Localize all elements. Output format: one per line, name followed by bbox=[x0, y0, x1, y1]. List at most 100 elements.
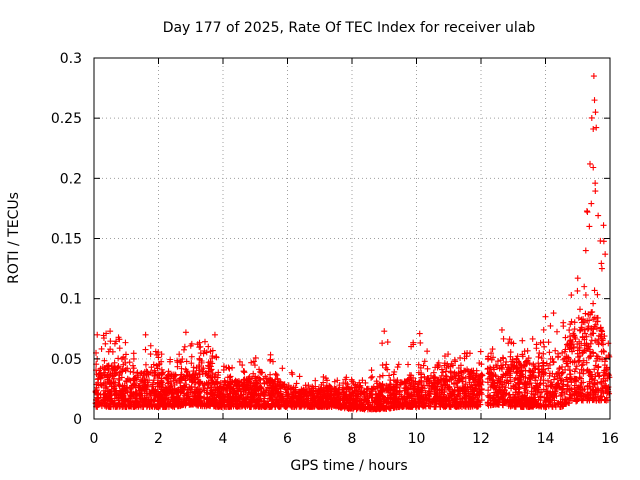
data-point bbox=[470, 367, 477, 374]
data-point bbox=[542, 313, 549, 320]
data-point bbox=[598, 265, 605, 272]
data-point bbox=[432, 374, 439, 381]
data-point bbox=[127, 377, 134, 384]
data-point bbox=[550, 376, 557, 383]
data-point bbox=[564, 341, 571, 348]
data-point bbox=[499, 361, 506, 368]
data-point bbox=[127, 386, 134, 393]
data-point bbox=[573, 376, 580, 383]
data-point bbox=[534, 384, 541, 391]
data-point bbox=[578, 362, 585, 369]
data-point bbox=[586, 223, 593, 230]
data-point bbox=[524, 398, 531, 405]
data-point bbox=[116, 345, 123, 352]
y-tick-label: 0.3 bbox=[60, 51, 82, 67]
data-point bbox=[420, 402, 427, 409]
data-point bbox=[340, 380, 347, 387]
data-point bbox=[597, 393, 604, 400]
data-point bbox=[588, 114, 595, 121]
data-point bbox=[158, 351, 165, 358]
data-point bbox=[531, 385, 538, 392]
data-point bbox=[529, 335, 536, 342]
data-point bbox=[446, 403, 453, 410]
data-point bbox=[456, 392, 463, 399]
data-point bbox=[265, 401, 272, 408]
data-point bbox=[101, 357, 108, 364]
data-point bbox=[573, 384, 580, 391]
data-point bbox=[390, 371, 397, 378]
data-point bbox=[226, 403, 233, 410]
data-point bbox=[227, 373, 234, 380]
data-point bbox=[576, 306, 583, 313]
data-point bbox=[545, 377, 552, 384]
data-point bbox=[465, 394, 472, 401]
data-point bbox=[274, 399, 281, 406]
data-point bbox=[511, 393, 518, 400]
data-point bbox=[306, 388, 313, 395]
data-point bbox=[221, 378, 228, 385]
data-point bbox=[296, 396, 303, 403]
data-point bbox=[476, 376, 483, 383]
data-point bbox=[251, 362, 258, 369]
data-point bbox=[311, 393, 318, 400]
grid-lines bbox=[94, 58, 610, 419]
data-point bbox=[535, 353, 542, 360]
data-point bbox=[490, 364, 497, 371]
data-point bbox=[589, 397, 596, 404]
data-point bbox=[602, 396, 609, 403]
data-point bbox=[522, 395, 529, 402]
data-point bbox=[340, 400, 347, 407]
data-point bbox=[160, 388, 167, 395]
data-point bbox=[113, 392, 120, 399]
data-point bbox=[274, 398, 281, 405]
data-point bbox=[287, 385, 294, 392]
data-point bbox=[474, 394, 481, 401]
data-point bbox=[565, 400, 572, 407]
data-point bbox=[170, 393, 177, 400]
data-point bbox=[374, 403, 381, 410]
data-point bbox=[379, 372, 386, 379]
data-point bbox=[490, 384, 497, 391]
data-point bbox=[188, 401, 195, 408]
data-point bbox=[590, 316, 597, 323]
data-point bbox=[166, 401, 173, 408]
data-point bbox=[569, 390, 576, 397]
data-point bbox=[167, 378, 174, 385]
data-point bbox=[367, 405, 374, 412]
data-point bbox=[120, 361, 127, 368]
data-point bbox=[257, 376, 264, 383]
data-point bbox=[410, 386, 417, 393]
data-point bbox=[192, 371, 199, 378]
data-point bbox=[364, 385, 371, 392]
data-point bbox=[434, 383, 441, 390]
data-point bbox=[107, 392, 114, 399]
data-point bbox=[568, 318, 575, 325]
data-point bbox=[416, 403, 423, 410]
data-point bbox=[259, 369, 266, 376]
data-point bbox=[540, 371, 547, 378]
data-point bbox=[465, 388, 472, 395]
data-point bbox=[478, 372, 485, 379]
data-point bbox=[562, 334, 569, 341]
data-point bbox=[522, 358, 529, 365]
data-point bbox=[102, 340, 109, 347]
data-point bbox=[444, 384, 451, 391]
data-point bbox=[599, 384, 606, 391]
data-point bbox=[224, 391, 231, 398]
data-point bbox=[586, 317, 593, 324]
data-point bbox=[492, 372, 499, 379]
data-point bbox=[524, 390, 531, 397]
data-point bbox=[107, 399, 114, 406]
data-point bbox=[307, 395, 314, 402]
data-point bbox=[571, 332, 578, 339]
data-point bbox=[416, 330, 423, 337]
data-point bbox=[384, 339, 391, 346]
data-point bbox=[584, 395, 591, 402]
data-point bbox=[449, 362, 456, 369]
data-point bbox=[595, 212, 602, 219]
data-point bbox=[130, 355, 137, 362]
data-point bbox=[359, 401, 366, 408]
data-point bbox=[421, 373, 428, 380]
data-point bbox=[354, 382, 361, 389]
data-point bbox=[368, 367, 375, 374]
